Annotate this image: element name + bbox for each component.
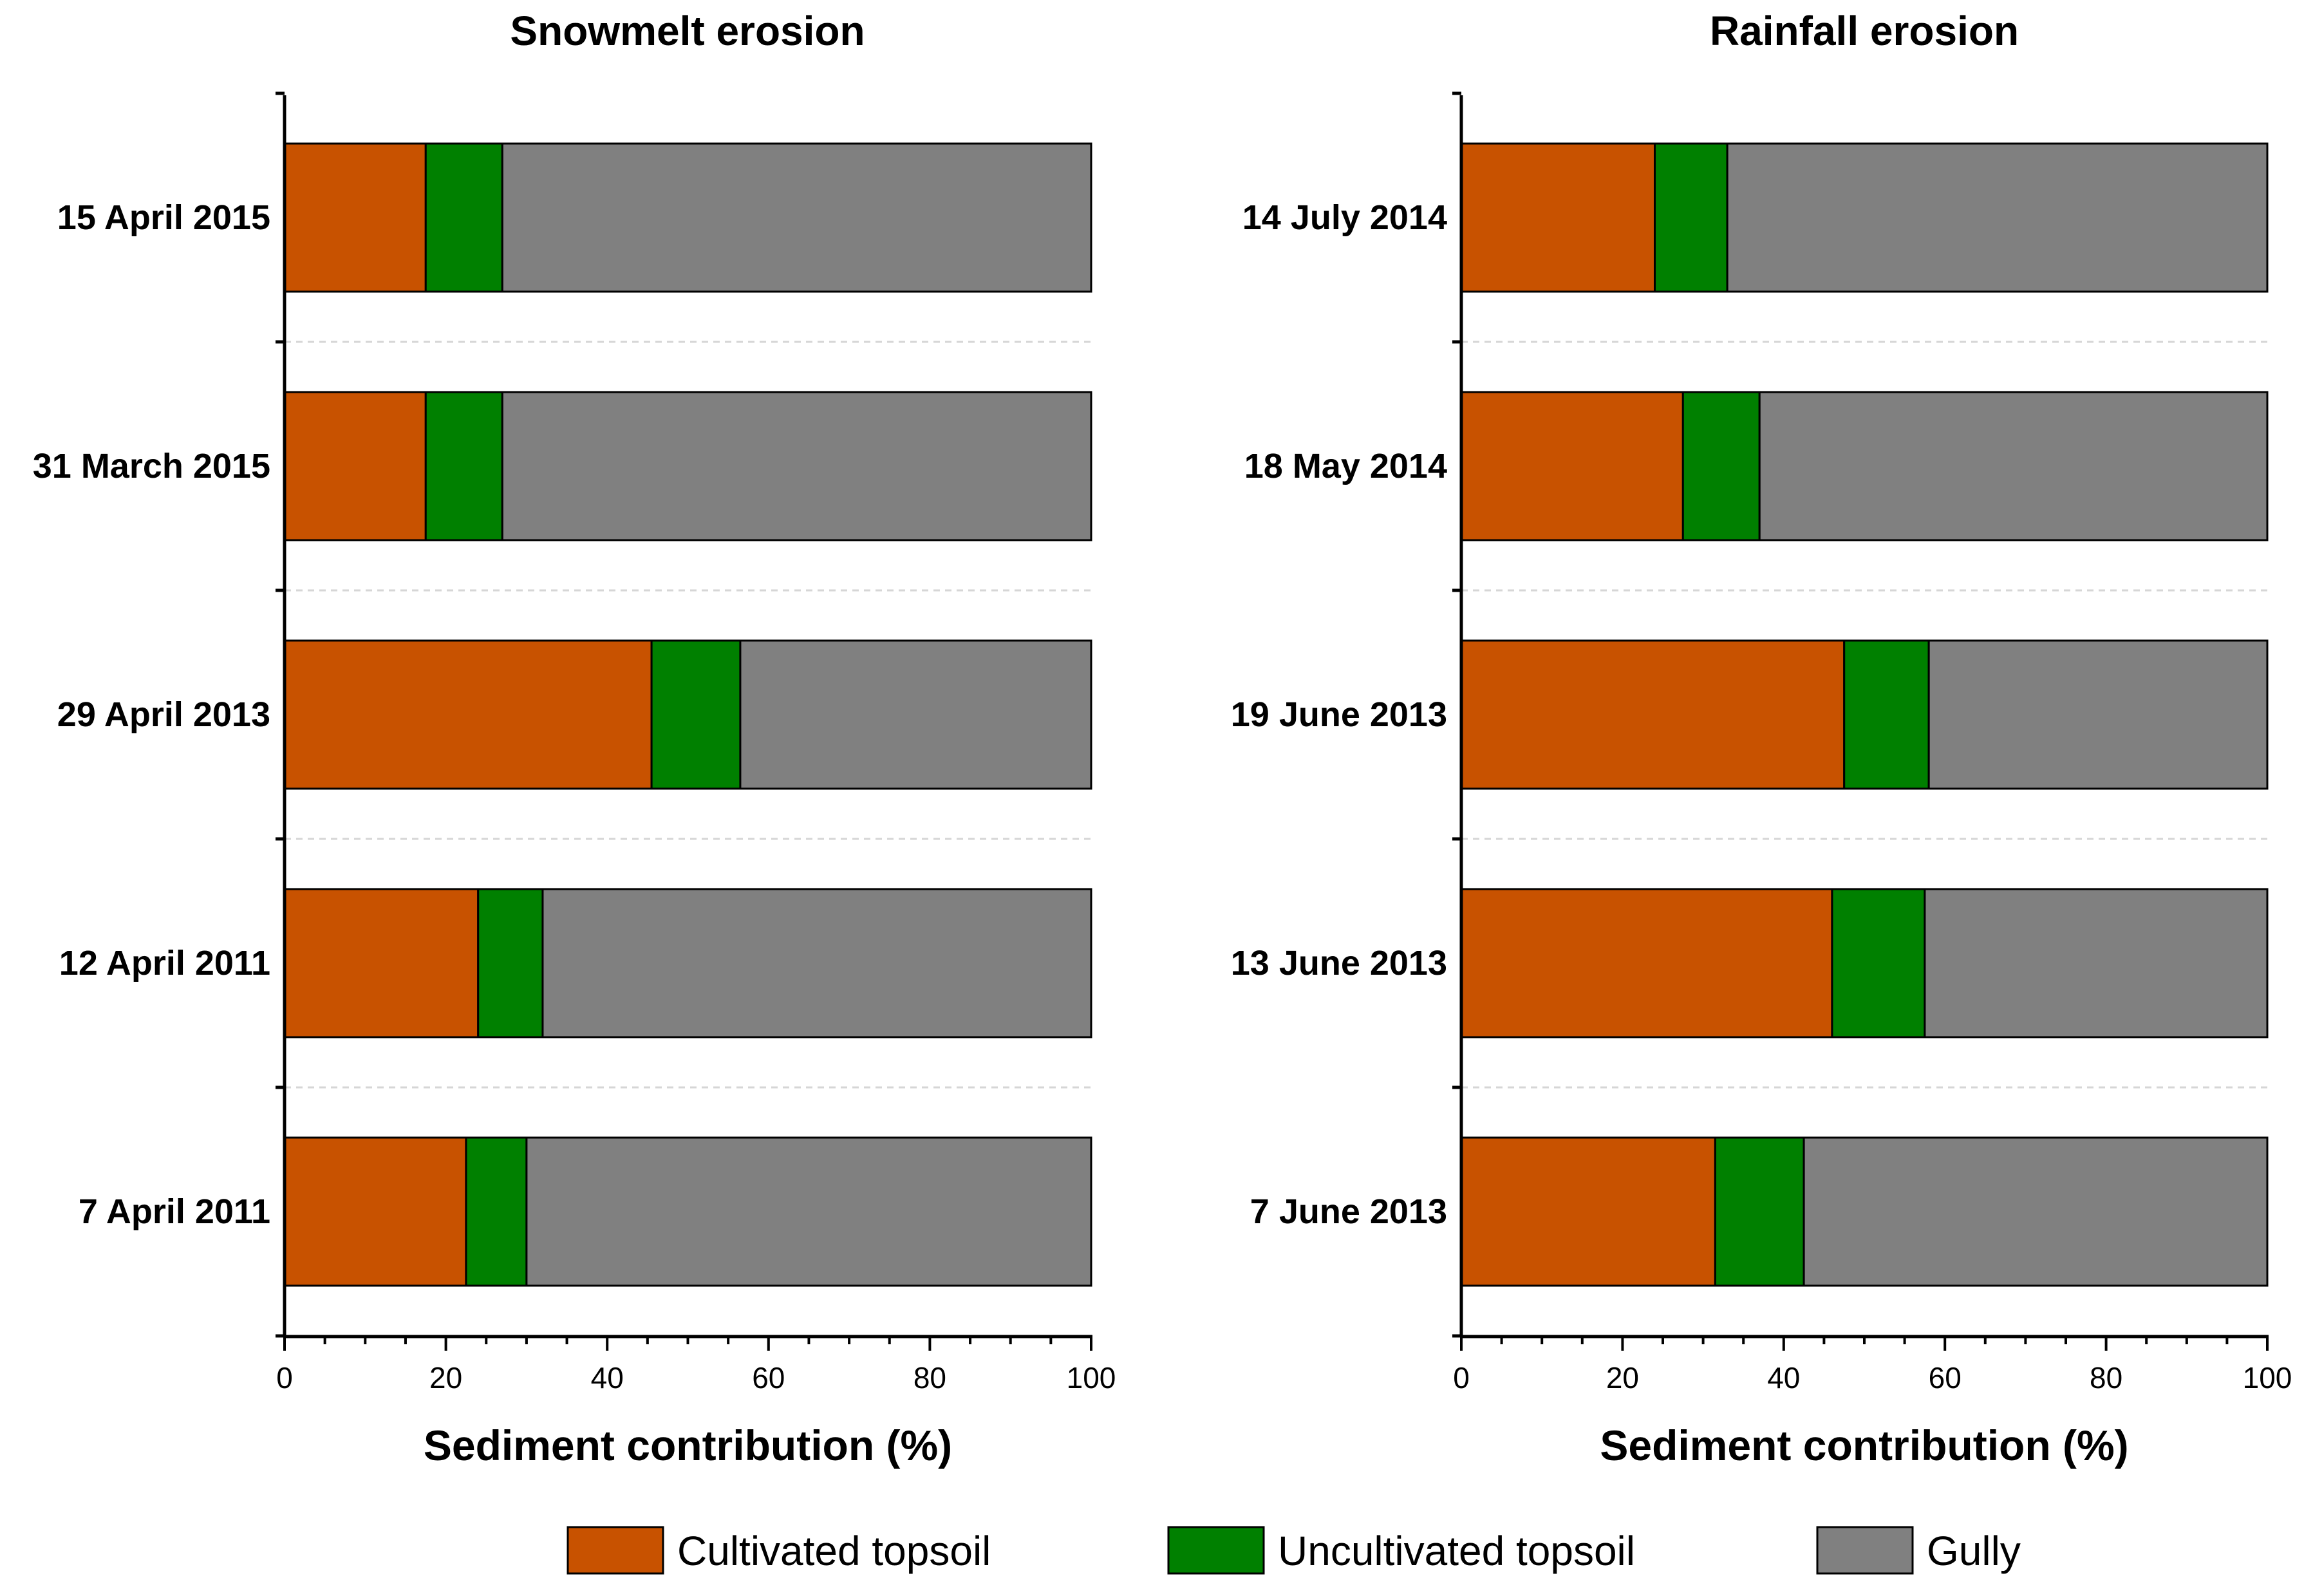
bar-gully-19-june-2013 [1927,639,2269,790]
x-tick-label: 80 [2090,1361,2122,1394]
category-label: 7 June 2013 [1250,1192,1447,1231]
bar-cultivated-topsoil-7-april-2011 [283,1136,467,1287]
x-axis-title: Sediment contribution (%) [1600,1422,2128,1469]
bar-cultivated-topsoil-15-april-2015 [283,142,427,293]
x-tick-label: 40 [591,1361,624,1394]
category-label: 31 March 2015 [33,447,270,485]
x-tick-label: 60 [1929,1361,1962,1394]
bar-uncultivated-topsoil-7-april-2011 [465,1136,528,1287]
legend: Cultivated topsoil Uncultivated topsoil Gu… [567,1526,2021,1575]
bar-uncultivated-topsoil-14-july-2014 [1653,142,1728,293]
category-label: 15 April 2015 [57,198,270,237]
bar-uncultivated-topsoil-15-april-2015 [424,142,503,293]
legend-swatch [1816,1526,1914,1575]
bar-gully-12-april-2011 [541,888,1092,1038]
bar-cultivated-topsoil-14-july-2014 [1460,142,1656,293]
chart-title: Snowmelt erosion [510,8,865,54]
x-tick-label: 100 [1067,1361,1116,1394]
bar-cultivated-topsoil-19-june-2013 [1460,639,1846,790]
bar-gully-14-july-2014 [1726,142,2269,293]
bar-uncultivated-topsoil-7-june-2013 [1714,1136,1805,1287]
chart-title: Rainfall erosion [1710,8,2019,54]
category-label: 12 April 2011 [59,944,270,982]
x-tick-label: 20 [1606,1361,1639,1394]
bar-uncultivated-topsoil-19-june-2013 [1843,639,1930,790]
legend-swatch [1167,1526,1265,1575]
x-tick-label: 40 [1767,1361,1800,1394]
bar-gully-7-june-2013 [1803,1136,2269,1287]
bar-uncultivated-topsoil-31-march-2015 [424,391,503,541]
bar-uncultivated-topsoil-29-april-2013 [650,639,742,790]
bar-gully-13-june-2013 [1924,888,2269,1038]
bar-gully-29-april-2013 [739,639,1092,790]
bar-cultivated-topsoil-13-june-2013 [1460,888,1833,1038]
bar-cultivated-topsoil-7-june-2013 [1460,1136,1716,1287]
legend-label: Cultivated topsoil [677,1528,991,1574]
bar-uncultivated-topsoil-12-april-2011 [477,888,544,1038]
category-label: 14 July 2014 [1242,198,1447,237]
bar-gully-15-april-2015 [501,142,1092,293]
chart-panel-snowmelt-erosion: Snowmelt erosion 15 April 2015 31 March 20… [33,8,1116,1469]
legend-label: Gully [1927,1528,2021,1574]
category-label: 19 June 2013 [1231,695,1447,734]
bar-cultivated-topsoil-29-april-2013 [283,639,653,790]
bar-gully-18-may-2014 [1758,391,2269,541]
x-tick-label: 100 [2243,1361,2292,1394]
bar-cultivated-topsoil-31-march-2015 [283,391,427,541]
panels: Snowmelt erosion 15 April 2015 31 March 20… [33,8,2292,1469]
category-label: 18 May 2014 [1244,447,1447,485]
x-tick-label: 60 [752,1361,785,1394]
legend-label: Uncultivated topsoil [1278,1528,1635,1574]
legend-swatch [567,1526,664,1575]
chart-panel-rainfall-erosion: Rainfall erosion 14 July 2014 18 May 2014 1… [1231,8,2292,1469]
bar-uncultivated-topsoil-13-june-2013 [1831,888,1926,1038]
bar-gully-31-march-2015 [501,391,1092,541]
x-tick-label: 0 [276,1361,293,1394]
x-axis-title: Sediment contribution (%) [424,1422,952,1469]
bar-gully-7-april-2011 [525,1136,1092,1287]
x-tick-label: 80 [913,1361,946,1394]
x-tick-label: 0 [1453,1361,1470,1394]
legend-item-gully: Gully [1816,1526,2021,1575]
category-label: 7 April 2011 [79,1192,270,1231]
bar-cultivated-topsoil-18-may-2014 [1460,391,1684,541]
x-tick-label: 20 [429,1361,462,1394]
bar-uncultivated-topsoil-18-may-2014 [1681,391,1761,541]
category-label: 13 June 2013 [1231,944,1447,982]
legend-item-uncultivated-topsoil: Uncultivated topsoil [1167,1526,1635,1575]
legend-item-cultivated-topsoil: Cultivated topsoil [567,1526,991,1575]
category-label: 29 April 2013 [57,695,270,734]
bar-cultivated-topsoil-12-april-2011 [283,888,480,1038]
